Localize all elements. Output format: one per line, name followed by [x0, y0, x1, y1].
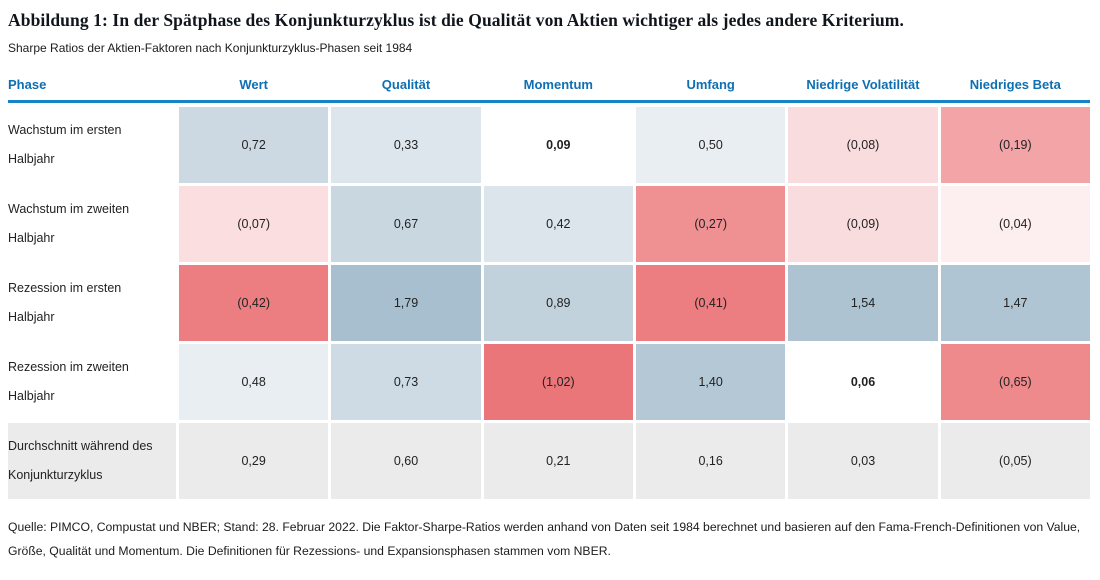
table-cell: (0,42) — [179, 265, 329, 341]
table-cell: 1,40 — [635, 344, 786, 420]
table-cell: (1,02) — [483, 344, 633, 420]
table-cell: 0,67 — [331, 186, 481, 262]
column-header-niedriges-beta: Niedriges Beta — [969, 77, 1061, 92]
row-label: Rezession im ersten Halbjahr — [8, 265, 176, 341]
table-cell: (0,07) — [179, 186, 329, 262]
table-cell: (0,08) — [788, 107, 938, 183]
column-header-qualitaet: Qualität — [381, 77, 431, 92]
column-header-momentum: Momentum — [523, 77, 593, 92]
sharpe-ratio-table: Phase Wert Qualität Momentum Umfang Nied… — [8, 77, 1090, 499]
table-cell: 0,72 — [179, 107, 329, 183]
table-cell: 0,29 — [179, 423, 329, 499]
table-cell: 0,50 — [635, 107, 786, 183]
table-cell: 0,89 — [483, 265, 633, 341]
table-body: Wachstum im ersten Halbjahr 0,72 0,33 0,… — [8, 107, 1090, 499]
table-cell: 1,47 — [940, 265, 1090, 341]
table-cell: 1,79 — [331, 265, 481, 341]
table-cell: 0,33 — [331, 107, 481, 183]
column-header-phase: Phase — [8, 77, 47, 92]
table-cell: 0,03 — [788, 423, 938, 499]
figure-title: Abbildung 1: In der Spätphase des Konjun… — [8, 10, 904, 30]
table-cell: (0,05) — [940, 423, 1090, 499]
table-cell: 0,42 — [483, 186, 633, 262]
table-cell: (0,09) — [788, 186, 938, 262]
table-cell: 0,48 — [179, 344, 329, 420]
table-cell: (0,41) — [635, 265, 786, 341]
table-cell: (0,04) — [940, 186, 1090, 262]
table-cell: (0,65) — [940, 344, 1090, 420]
table-cell: 0,21 — [483, 423, 633, 499]
source-note: Quelle: PIMCO, Compustat und NBER; Stand… — [8, 520, 1081, 559]
column-header-niedrige-volatilitaet: Niedrige Volatilität — [806, 77, 920, 92]
table-cell: 0,06 — [788, 344, 938, 420]
table-cell: 0,60 — [331, 423, 481, 499]
table-cell: 0,16 — [635, 423, 786, 499]
table-cell: (0,27) — [635, 186, 786, 262]
table-cell: (0,19) — [940, 107, 1090, 183]
table-header-row: Phase Wert Qualität Momentum Umfang Nied… — [8, 77, 1090, 103]
column-header-wert: Wert — [239, 77, 268, 92]
row-label-average: Durchschnitt während des Konjunkturzyklu… — [8, 423, 176, 499]
table-cell: 0,73 — [331, 344, 481, 420]
column-header-umfang: Umfang — [686, 77, 735, 92]
table-cell: 1,54 — [788, 265, 938, 341]
figure: Abbildung 1: In der Spätphase des Konjun… — [8, 10, 1090, 559]
row-label: Wachstum im zweiten Halbjahr — [8, 186, 176, 262]
row-label: Wachstum im ersten Halbjahr — [8, 107, 176, 183]
table-cell: 0,09 — [483, 107, 633, 183]
row-label: Rezession im zweiten Halbjahr — [8, 344, 176, 420]
figure-subtitle: Sharpe Ratios der Aktien-Faktoren nach K… — [8, 41, 413, 55]
